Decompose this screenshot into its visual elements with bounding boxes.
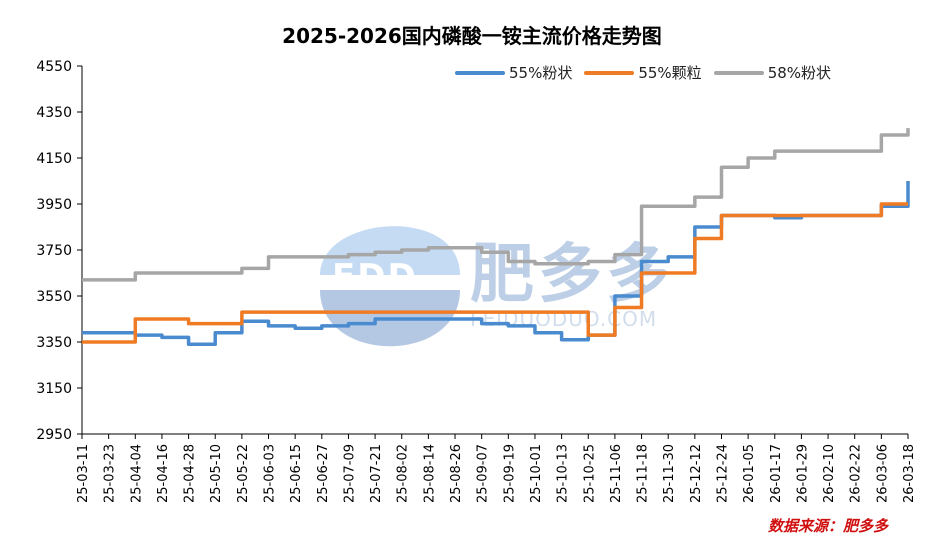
x-tick-label: 25-08-02 <box>396 444 411 503</box>
legend-label: 58%粉状 <box>767 64 832 82</box>
y-tick-label: 4550 <box>36 59 72 75</box>
x-tick-label: 26-02-22 <box>849 444 864 503</box>
x-tick-label: 25-06-15 <box>289 444 304 503</box>
x-tick-label: 26-02-10 <box>822 444 837 503</box>
legend-label: 55%粉状 <box>509 64 573 82</box>
legend-label: 55%颗粒 <box>638 64 702 82</box>
y-tick-label: 4350 <box>36 105 72 121</box>
legend-item-55-powder: 55%粉状 <box>455 62 572 83</box>
x-tick-label: 25-10-13 <box>556 444 571 503</box>
x-tick-label: 25-04-04 <box>129 444 144 503</box>
legend: 55%粉状 55%颗粒 58%粉状 <box>455 62 843 83</box>
x-tick-label: 25-03-11 <box>76 444 91 503</box>
x-tick-label: 25-11-06 <box>609 444 624 503</box>
x-tick-label: 25-09-07 <box>476 444 491 503</box>
x-tick-label: 26-01-17 <box>769 444 784 503</box>
x-tick-label: 25-12-24 <box>715 444 730 503</box>
x-tick-label: 25-08-26 <box>449 444 464 503</box>
x-tick-label: 25-03-23 <box>103 444 118 503</box>
series-line-1 <box>82 202 908 344</box>
x-tick-label: 25-07-21 <box>369 444 384 503</box>
chart-title: 2025-2026国内磷酸一铵主流价格走势图 <box>282 24 662 48</box>
x-tick-label: 26-01-29 <box>795 444 810 503</box>
x-tick-label: 26-01-05 <box>742 444 757 503</box>
y-tick-label: 4150 <box>36 151 72 167</box>
legend-item-58-powder: 58%粉状 <box>713 62 832 83</box>
legend-item-55-granular: 55%颗粒 <box>584 62 702 83</box>
y-tick-label: 3750 <box>36 243 72 259</box>
x-tick-label: 25-05-10 <box>209 444 224 503</box>
y-tick-label: 3150 <box>36 381 72 397</box>
y-tick-label: 3550 <box>36 289 72 305</box>
x-tick-label: 25-11-18 <box>636 444 651 503</box>
y-tick-label: 2950 <box>36 427 72 443</box>
x-tick-label: 25-07-09 <box>342 444 357 503</box>
x-tick-label: 25-11-30 <box>662 444 677 503</box>
x-tick-label: 26-03-18 <box>902 444 917 503</box>
x-tick-label: 25-04-28 <box>183 444 198 503</box>
y-tick-label: 3350 <box>36 335 72 351</box>
y-tick-label: 3950 <box>36 197 72 213</box>
x-tick-label: 25-10-25 <box>582 444 597 503</box>
x-tick-label: 25-08-14 <box>422 444 437 503</box>
x-tick-label: 25-06-03 <box>263 444 278 503</box>
x-tick-label: 25-04-16 <box>156 444 171 503</box>
legend-swatch <box>584 70 635 75</box>
series-line-0 <box>82 181 910 347</box>
x-tick-label: 25-12-12 <box>689 444 704 503</box>
legend-swatch <box>713 70 764 75</box>
source-note: 数据来源：肥多多 <box>767 517 888 535</box>
legend-swatch <box>455 70 505 75</box>
series-line-2 <box>82 128 910 282</box>
x-tick-label: 25-09-19 <box>502 444 517 503</box>
x-tick-label: 25-06-27 <box>316 444 331 503</box>
x-tick-label: 25-10-01 <box>529 444 544 503</box>
x-tick-label: 26-03-06 <box>875 444 890 503</box>
x-tick-label: 25-05-22 <box>236 444 251 503</box>
